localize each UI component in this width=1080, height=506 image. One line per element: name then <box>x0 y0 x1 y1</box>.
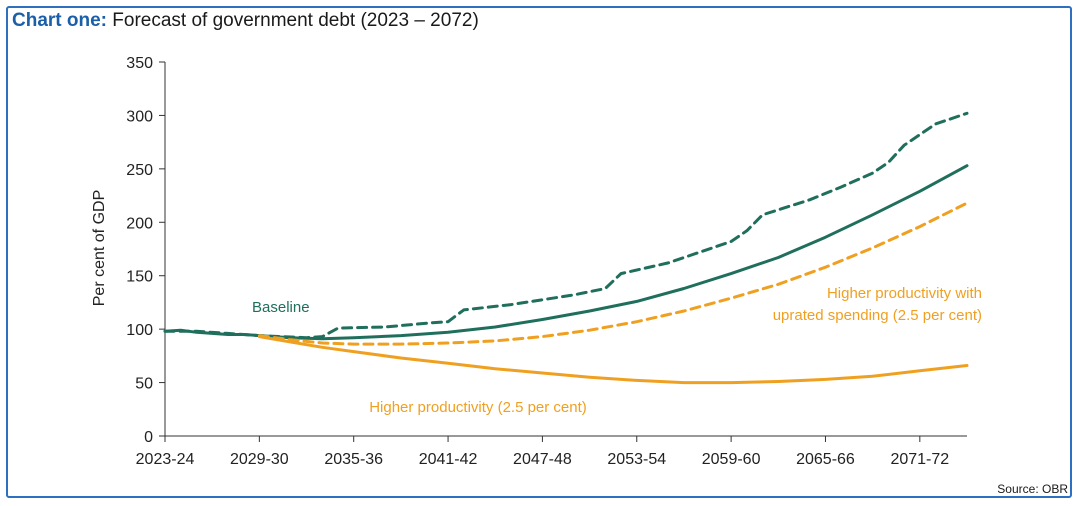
chart-title-prefix: Chart one: <box>12 10 107 31</box>
y-tick-label: 200 <box>126 215 153 232</box>
baseline-line <box>163 164 969 341</box>
y-tick-label: 150 <box>126 269 153 286</box>
uprated-annotation-line2: uprated spending (2.5 per cent) <box>773 307 982 324</box>
y-tick-label: 250 <box>126 162 153 179</box>
y-tick-label: 350 <box>126 55 153 72</box>
y-tick-label: 50 <box>135 376 153 393</box>
x-tick-label: 2071-72 <box>890 451 949 468</box>
source-note: Source: OBR <box>997 482 1068 496</box>
y-tick-label: 0 <box>144 429 153 446</box>
chart-title-text: Forecast of government debt (2023 – 2072… <box>107 10 479 31</box>
y-axis-label: Per cent of GDP <box>91 190 108 307</box>
uprated-spending-dashed-line <box>257 201 969 346</box>
uprated-annotation-line1: Higher productivity with <box>827 285 982 302</box>
chart-axes: 0 50 100 150 200 250 300 350 2023-24 2029-30 2035-… <box>126 55 967 468</box>
higher-productivity-annotation: Higher productivity (2.5 per cent) <box>369 399 587 416</box>
x-tick-label: 2065-66 <box>796 451 855 468</box>
higher-productivity-line <box>257 335 969 385</box>
x-tick-label: 2059-60 <box>702 451 761 468</box>
x-tick-label: 2047-48 <box>513 451 572 468</box>
x-tick-label: 2023-24 <box>136 451 195 468</box>
x-tick-label: 2053-54 <box>607 451 666 468</box>
baseline-annotation: Baseline <box>252 299 310 316</box>
chart-title: Chart one: Forecast of government debt (… <box>12 10 479 32</box>
chart-annotations: Baseline Higher productivity with uprated … <box>252 285 982 416</box>
y-tick-label: 100 <box>126 322 153 339</box>
chart-series <box>163 111 969 385</box>
y-tick-label: 300 <box>126 108 153 125</box>
x-tick-label: 2035-36 <box>324 451 383 468</box>
baseline-upper-dashed-line <box>163 111 969 340</box>
x-tick-label: 2029-30 <box>230 451 289 468</box>
x-tick-label: 2041-42 <box>419 451 478 468</box>
chart-frame <box>6 6 1072 498</box>
